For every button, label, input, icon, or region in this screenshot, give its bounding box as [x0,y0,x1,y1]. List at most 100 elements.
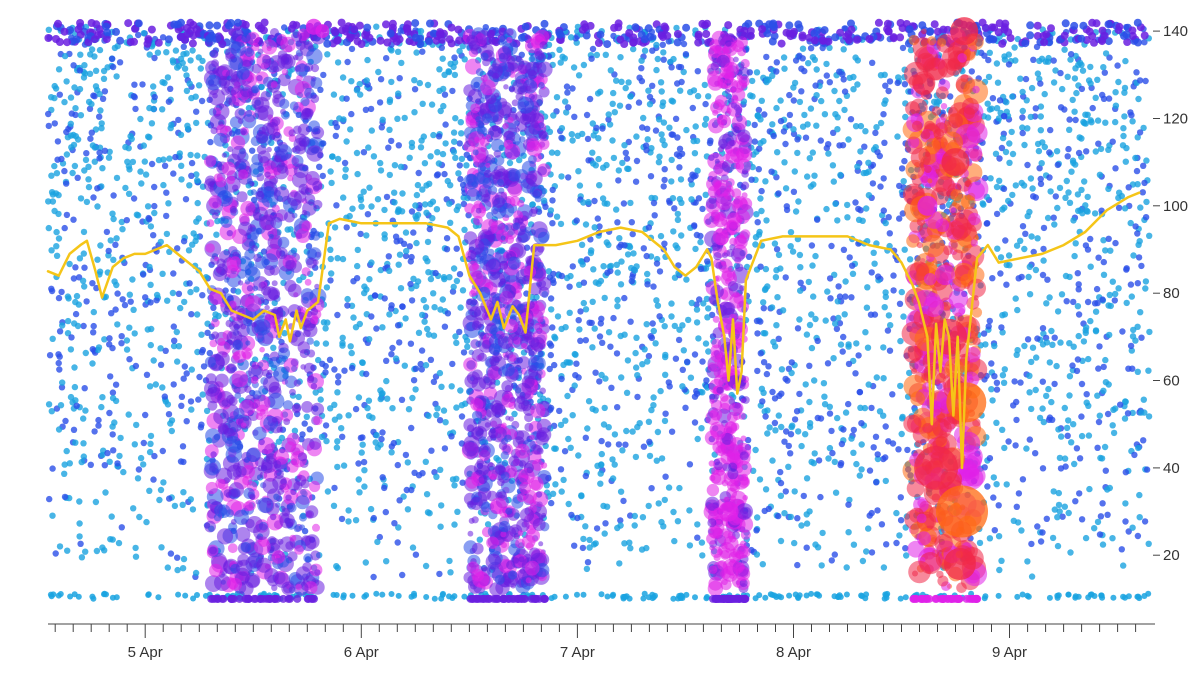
scatter-point [904,446,911,454]
scatter-point [561,448,569,455]
scatter-point [331,28,340,36]
scatter-point [998,144,1006,152]
scatter-point [708,311,716,319]
scatter-point [107,373,114,380]
scatter-point [758,187,765,195]
scatter-point [118,218,126,226]
scatter-point [1141,39,1148,46]
scatter-point [179,443,187,450]
scatter-point [168,427,175,435]
scatter-point [357,196,365,204]
scatter-point [185,247,193,254]
scatter-point [1101,443,1109,451]
scatter-point [184,122,191,129]
scatter-point [1132,337,1139,344]
scatter-point [1143,198,1150,206]
scatter-point [360,149,368,156]
scatter-point [614,524,621,532]
scatter-point [460,349,468,356]
scatter-point [55,66,63,73]
scatter-point [1040,418,1048,426]
scatter-point [832,200,839,207]
scatter-point [88,129,96,136]
scatter-point [821,111,829,118]
scatter-point [1115,285,1122,292]
scatter-point [93,547,101,555]
scatter-point [1072,594,1079,601]
scatter-point [97,107,104,114]
scatter-point [1067,51,1075,58]
scatter-point [1033,21,1042,30]
scatter-point [343,138,350,145]
scatter-point [76,533,83,540]
scatter-point [800,492,807,500]
scatter-point [157,345,164,352]
scatter-point [658,131,665,138]
scatter-point [72,105,79,112]
scatter-point [644,270,651,278]
scatter-point [1082,242,1090,249]
scatter-point [753,551,761,558]
scatter-point [874,18,883,27]
scatter-point [858,420,865,427]
scatter-point [128,135,135,143]
scatter-point [183,72,190,79]
scatter-point [440,102,447,110]
scatter-point [449,288,457,295]
scatter-point [558,375,565,383]
scatter-point [1130,252,1137,259]
scatter-point [107,237,114,244]
scatter-point [368,127,375,134]
scatter-point [774,149,781,156]
scatter-point [607,67,614,74]
scatter-point [110,447,117,454]
scatter-point [192,569,200,577]
scatter-point [1061,404,1069,412]
scatter-point [1052,67,1059,74]
scatter-point [796,98,804,106]
scatter-point [1071,460,1078,468]
scatter-point [182,196,190,203]
scatter-point [1043,300,1050,307]
scatter-point [180,43,187,50]
scatter-point [160,156,167,163]
scatter-point [408,139,416,147]
scatter-point [753,527,760,534]
scatter-point [134,19,143,28]
scatter-point [849,262,856,269]
scatter-point [782,274,789,281]
scatter-point [862,595,869,602]
scatter-point [375,68,382,76]
scatter-point [803,520,811,527]
scatter-point [403,24,412,33]
scatter-point [624,165,631,172]
scatter-point [151,93,158,101]
scatter-point [751,138,758,145]
scatter-point [605,111,612,118]
scatter-point [850,541,858,548]
scatter-point [756,145,763,152]
scatter-point [64,317,72,325]
scatter-point [817,493,824,501]
scatter-point [1078,135,1085,142]
scatter-point [1068,439,1075,446]
scatter-point [1001,366,1008,373]
scatter-point [1084,193,1091,201]
scatter-point [662,410,669,417]
scatter-point [567,34,575,41]
scatter-point [1027,113,1035,121]
scatter-point [830,178,837,185]
scatter-point [72,397,79,404]
scatter-point [660,22,669,31]
scatter-point [1019,114,1026,121]
scatter-point [691,419,699,426]
scatter-point [864,344,872,351]
scatter-point [447,182,454,189]
scatter-point [63,447,70,455]
scatter-point [607,267,614,275]
scatter-point [1082,329,1090,337]
scatter-point [45,401,53,408]
scatter-point [613,261,620,268]
scatter-point [61,167,68,175]
scatter-point [1057,69,1064,77]
